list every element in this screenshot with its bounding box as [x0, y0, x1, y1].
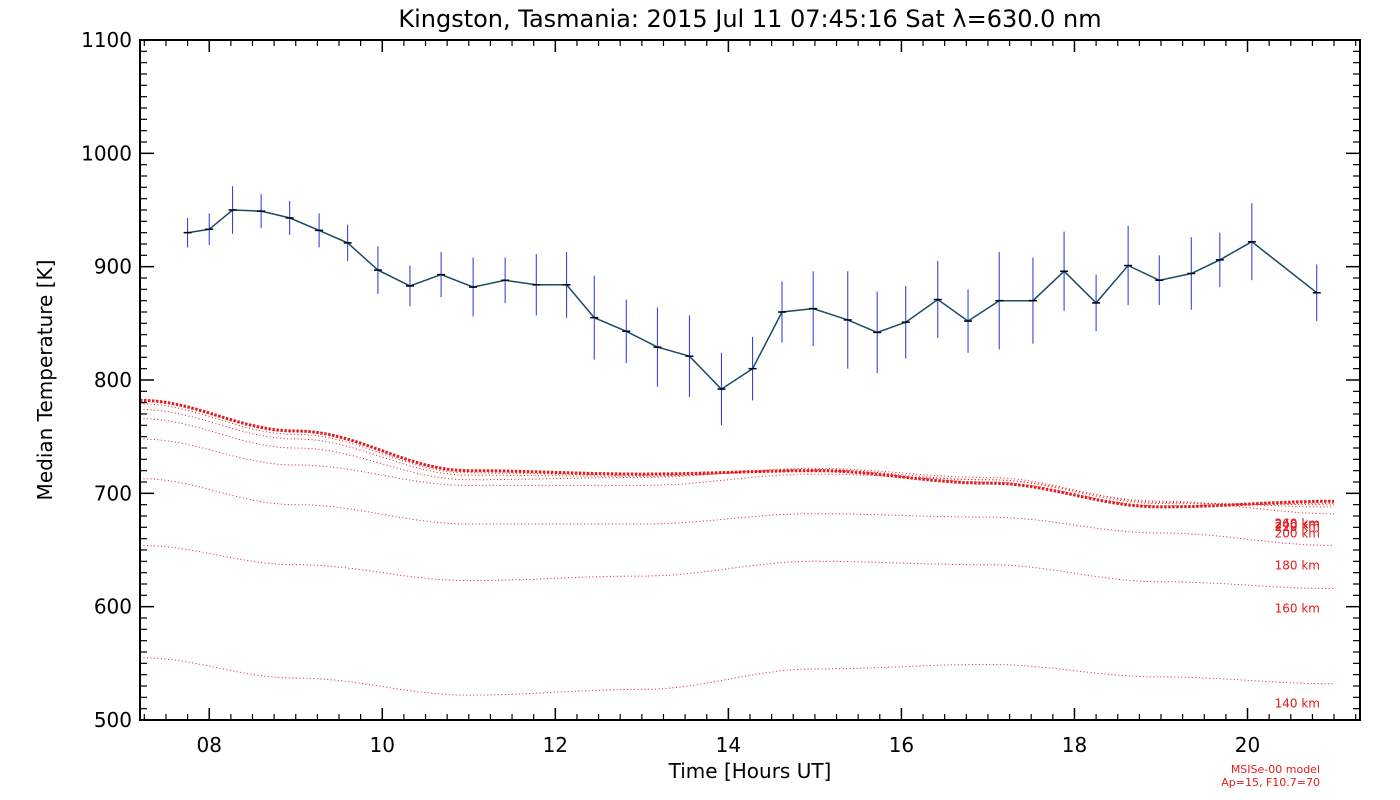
model-label-240km: 240 km	[1275, 518, 1320, 532]
model-label-160km: 160 km	[1275, 602, 1320, 616]
y-tick-label: 500	[94, 708, 132, 732]
y-tick-label: 1100	[81, 28, 132, 52]
x-tick-label: 10	[370, 733, 395, 757]
model-label-260km: 260 km	[1275, 517, 1320, 531]
x-axis: 08 10 12 14 16 18 20	[143, 40, 1357, 757]
chart-title: Kingston, Tasmania: 2015 Jul 11 07:45:16…	[398, 5, 1101, 33]
x-tick-label: 18	[1062, 733, 1087, 757]
model-curve-240km	[140, 409, 1334, 506]
observed-series	[183, 186, 1321, 426]
model-curve-dense	[139, 398, 1334, 509]
model-curve-260km	[140, 403, 1334, 507]
x-tick-label: 16	[889, 733, 914, 757]
model-note-line-2: Ap=15, F10.7=70	[1221, 776, 1320, 789]
model-curve-160km	[140, 545, 1334, 589]
y-tick-label: 600	[94, 595, 132, 619]
model-label-220km: 220 km	[1275, 520, 1320, 534]
model-label-200km: 200 km	[1275, 527, 1320, 541]
model-curve-200km	[140, 438, 1334, 515]
x-axis-label: Time [Hours UT]	[668, 759, 832, 783]
y-tick-label: 800	[94, 368, 132, 392]
y-tick-label: 1000	[81, 141, 132, 165]
model-label-180km: 180 km	[1275, 558, 1320, 572]
model-label-140km: 140 km	[1275, 697, 1320, 711]
y-tick-label: 900	[94, 255, 132, 279]
x-tick-label: 14	[716, 733, 741, 757]
model-curve-180km	[140, 478, 1334, 546]
model-note-line-1: MSISe-00 model	[1231, 763, 1320, 776]
y-axis-label: Median Temperature [K]	[33, 260, 57, 501]
y-axis: 500 600 700 800 900 1000 1100	[81, 28, 1360, 732]
plot-frame	[139, 39, 1361, 721]
y-tick-label: 700	[94, 481, 132, 505]
x-tick-label: 12	[543, 733, 568, 757]
x-tick-label: 08	[196, 733, 221, 757]
model-curve-140km	[140, 657, 1334, 696]
x-tick-label: 20	[1235, 733, 1260, 757]
model-curve-220km	[140, 418, 1334, 508]
